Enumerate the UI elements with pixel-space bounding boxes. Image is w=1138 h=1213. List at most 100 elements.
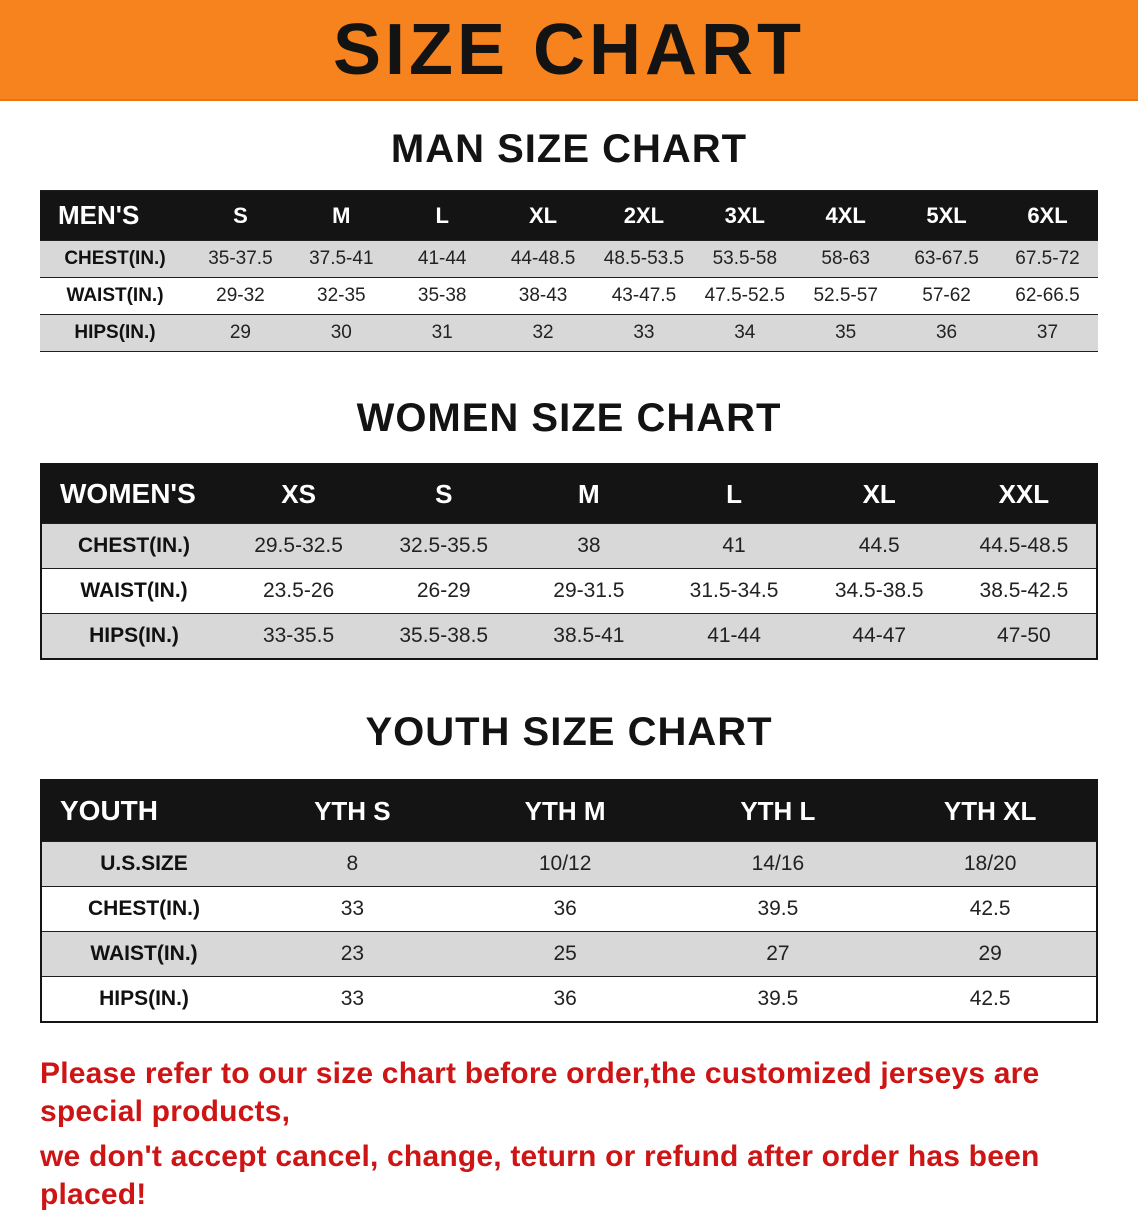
table-row: U.S.SIZE 8 10/12 14/16 18/20 bbox=[41, 841, 1097, 887]
size-value-cell: 38.5-41 bbox=[516, 613, 662, 660]
table-row: HIPS(IN.) 33-35.5 35.5-38.5 38.5-41 41-44 44-… bbox=[41, 613, 1097, 660]
table-title-cell: MEN'S bbox=[40, 190, 190, 241]
size-value-cell: 36 bbox=[896, 314, 997, 352]
table-title-cell: WOMEN'S bbox=[41, 464, 226, 524]
banner: SIZE CHART bbox=[0, 0, 1138, 101]
size-value-cell: 33 bbox=[593, 314, 695, 352]
size-value-cell: 44.5 bbox=[806, 523, 952, 569]
women-size-table: WOMEN'S XS S M L XL XXL CHEST(IN.) 29.5-32.5 32.5… bbox=[40, 463, 1098, 660]
size-header-cell: YTH M bbox=[458, 780, 672, 842]
size-value-cell: 37 bbox=[997, 314, 1098, 352]
row-label: HIPS(IN.) bbox=[41, 613, 226, 660]
row-label: WAIST(IN.) bbox=[41, 568, 226, 614]
size-header-cell: M bbox=[516, 464, 662, 524]
disclaimer: Please refer to our size chart before or… bbox=[40, 1055, 1138, 1213]
size-value-cell: 43-47.5 bbox=[593, 277, 695, 315]
size-value-cell: 37.5-41 bbox=[290, 240, 392, 278]
row-label: HIPS(IN.) bbox=[40, 314, 190, 352]
row-label: CHEST(IN.) bbox=[40, 240, 190, 278]
size-value-cell: 42.5 bbox=[884, 886, 1097, 932]
size-header-cell: YTH S bbox=[246, 780, 459, 842]
table-row: WAIST(IN.) 23 25 27 29 bbox=[41, 931, 1097, 977]
table-row: CHEST(IN.) 33 36 39.5 42.5 bbox=[41, 886, 1097, 932]
size-value-cell: 18/20 bbox=[884, 841, 1097, 887]
table-header-row: YOUTH YTH S YTH M YTH L YTH XL bbox=[41, 780, 1097, 842]
size-value-cell: 35.5-38.5 bbox=[371, 613, 517, 660]
row-label: CHEST(IN.) bbox=[41, 523, 226, 569]
size-header-cell: XS bbox=[226, 464, 372, 524]
size-header-cell: 6XL bbox=[997, 190, 1098, 241]
youth-size-chart-heading: YOUTH SIZE CHART bbox=[365, 710, 773, 754]
man-size-chart-section: MAN SIZE CHART MEN'S S M L XL 2XL 3XL 4XL 5XL 6XL… bbox=[0, 127, 1138, 352]
size-value-cell: 31.5-34.5 bbox=[661, 568, 807, 614]
size-value-cell: 41-44 bbox=[661, 613, 807, 660]
size-value-cell: 38-43 bbox=[492, 277, 594, 315]
size-value-cell: 58-63 bbox=[795, 240, 897, 278]
size-value-cell: 53.5-58 bbox=[694, 240, 796, 278]
table-row: CHEST(IN.) 29.5-32.5 32.5-35.5 38 41 44.5 44.5… bbox=[41, 523, 1097, 569]
size-value-cell: 32-35 bbox=[290, 277, 392, 315]
size-value-cell: 44.5-48.5 bbox=[951, 523, 1097, 569]
row-label: WAIST(IN.) bbox=[41, 931, 246, 977]
size-value-cell: 27 bbox=[671, 931, 885, 977]
size-value-cell: 48.5-53.5 bbox=[593, 240, 695, 278]
table-header-row: MEN'S S M L XL 2XL 3XL 4XL 5XL 6XL bbox=[40, 190, 1098, 241]
size-value-cell: 63-67.5 bbox=[896, 240, 997, 278]
size-value-cell: 36 bbox=[458, 976, 672, 1023]
size-value-cell: 14/16 bbox=[671, 841, 885, 887]
disclaimer-line-2: we don't accept cancel, change, teturn o… bbox=[40, 1140, 1040, 1211]
size-value-cell: 29 bbox=[190, 314, 291, 352]
women-size-chart-heading: WOMEN SIZE CHART bbox=[356, 396, 782, 440]
row-label: WAIST(IN.) bbox=[40, 277, 190, 315]
size-header-cell: YTH L bbox=[671, 780, 885, 842]
size-header-cell: S bbox=[190, 190, 291, 241]
size-value-cell: 62-66.5 bbox=[997, 277, 1098, 315]
row-label: U.S.SIZE bbox=[41, 841, 246, 887]
size-value-cell: 32.5-35.5 bbox=[371, 523, 517, 569]
size-value-cell: 35-38 bbox=[391, 277, 493, 315]
size-header-cell: XL bbox=[806, 464, 952, 524]
youth-size-table: YOUTH YTH S YTH M YTH L YTH XL U.S.SIZE 8 10/12… bbox=[40, 779, 1098, 1023]
size-value-cell: 29 bbox=[884, 931, 1097, 977]
size-value-cell: 23.5-26 bbox=[226, 568, 372, 614]
size-header-cell: 2XL bbox=[593, 190, 695, 241]
row-label: HIPS(IN.) bbox=[41, 976, 246, 1023]
size-value-cell: 34 bbox=[694, 314, 796, 352]
size-value-cell: 10/12 bbox=[458, 841, 672, 887]
size-value-cell: 29.5-32.5 bbox=[226, 523, 372, 569]
man-size-table: MEN'S S M L XL 2XL 3XL 4XL 5XL 6XL CHEST(IN.) 35-37… bbox=[40, 190, 1098, 352]
size-value-cell: 36 bbox=[458, 886, 672, 932]
size-value-cell: 44-48.5 bbox=[492, 240, 594, 278]
table-row: WAIST(IN.) 23.5-26 26-29 29-31.5 31.5-34.5 34… bbox=[41, 568, 1097, 614]
size-value-cell: 42.5 bbox=[884, 976, 1097, 1023]
size-header-cell: YTH XL bbox=[884, 780, 1097, 842]
size-value-cell: 47.5-52.5 bbox=[694, 277, 796, 315]
size-value-cell: 44-47 bbox=[806, 613, 952, 660]
women-size-chart-section: WOMEN SIZE CHART WOMEN'S XS S M L XL XXL CHEST(… bbox=[0, 396, 1138, 660]
table-title-cell: YOUTH bbox=[41, 780, 246, 842]
size-value-cell: 31 bbox=[391, 314, 493, 352]
table-row: HIPS(IN.) 33 36 39.5 42.5 bbox=[41, 976, 1097, 1023]
size-value-cell: 35 bbox=[795, 314, 897, 352]
size-header-cell: 5XL bbox=[896, 190, 997, 241]
size-value-cell: 32 bbox=[492, 314, 594, 352]
size-value-cell: 67.5-72 bbox=[997, 240, 1098, 278]
size-value-cell: 39.5 bbox=[671, 886, 885, 932]
size-value-cell: 38.5-42.5 bbox=[951, 568, 1097, 614]
size-value-cell: 29-31.5 bbox=[516, 568, 662, 614]
size-value-cell: 33-35.5 bbox=[226, 613, 372, 660]
size-value-cell: 41 bbox=[661, 523, 807, 569]
page-title: SIZE CHART bbox=[333, 9, 805, 90]
disclaimer-line-1: Please refer to our size chart before or… bbox=[40, 1057, 1040, 1128]
size-value-cell: 25 bbox=[458, 931, 672, 977]
table-row: HIPS(IN.) 29 30 31 32 33 34 35 36 37 bbox=[40, 314, 1098, 352]
size-header-cell: XXL bbox=[951, 464, 1097, 524]
size-header-cell: XL bbox=[492, 190, 594, 241]
size-value-cell: 41-44 bbox=[391, 240, 493, 278]
size-value-cell: 38 bbox=[516, 523, 662, 569]
size-header-cell: L bbox=[391, 190, 493, 241]
size-value-cell: 30 bbox=[290, 314, 392, 352]
size-value-cell: 39.5 bbox=[671, 976, 885, 1023]
size-header-cell: L bbox=[661, 464, 807, 524]
size-value-cell: 29-32 bbox=[190, 277, 291, 315]
